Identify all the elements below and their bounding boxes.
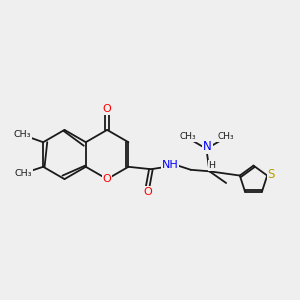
Text: CH₃: CH₃ [217, 132, 234, 141]
Text: N: N [203, 140, 212, 153]
Text: NH: NH [161, 160, 178, 170]
Text: O: O [143, 187, 152, 197]
Text: CH₃: CH₃ [14, 130, 31, 139]
Text: CH₃: CH₃ [179, 132, 196, 141]
Text: O: O [103, 174, 112, 184]
Text: CH₃: CH₃ [15, 169, 32, 178]
Text: H: H [208, 161, 215, 170]
Text: O: O [103, 104, 112, 114]
Text: S: S [268, 169, 275, 182]
